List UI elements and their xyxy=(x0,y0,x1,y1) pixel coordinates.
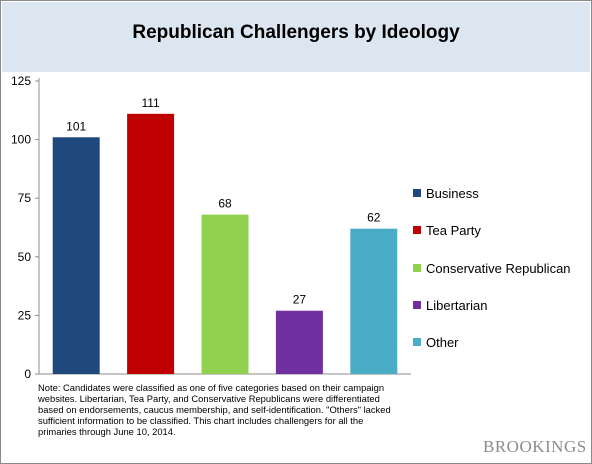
legend-label: Conservative Republican xyxy=(426,260,571,276)
bars xyxy=(52,113,398,374)
chart-note: Note: Candidates were classified as one … xyxy=(38,382,391,437)
legend-item-libertarian: Libertarian xyxy=(413,297,487,313)
legend-item-other: Other xyxy=(413,334,459,350)
legend-label: Business xyxy=(426,185,479,201)
y-tick-label: 0 xyxy=(24,367,31,381)
data-label: 68 xyxy=(218,197,232,211)
data-label: 101 xyxy=(66,119,86,133)
data-labels: 101 111 68 27 62 xyxy=(66,96,381,307)
legend-label: Libertarian xyxy=(426,297,488,313)
y-tick-label: 100 xyxy=(11,133,31,147)
bar-other xyxy=(350,228,398,374)
chart-title: Republican Challengers by Ideology xyxy=(132,22,460,43)
data-label: 27 xyxy=(293,293,307,307)
legend-swatch xyxy=(413,264,421,272)
y-tick-label: 75 xyxy=(18,191,32,205)
data-label: 62 xyxy=(367,211,381,225)
legend-label: Tea Party xyxy=(426,222,481,238)
legend-swatch xyxy=(413,226,421,234)
y-tick-label: 50 xyxy=(18,250,32,264)
bar-tea-party xyxy=(127,113,175,374)
legend-item-conservative-republican: Conservative Republican xyxy=(413,260,571,276)
y-tick-label: 25 xyxy=(18,308,32,322)
legend-swatch xyxy=(413,189,421,197)
bar-conservative-republican xyxy=(201,214,249,374)
legend-swatch xyxy=(413,338,421,346)
legend-swatch xyxy=(413,301,421,309)
bar-business xyxy=(52,137,100,374)
legend-label: Other xyxy=(426,334,459,350)
data-label: 111 xyxy=(141,96,160,110)
legend-item-business: Business xyxy=(413,185,479,201)
legend-item-tea-party: Tea Party xyxy=(413,222,481,238)
title-band: Republican Challengers by Ideology xyxy=(2,2,590,72)
brookings-logo: BROOKINGS xyxy=(483,437,587,456)
bar-libertarian xyxy=(275,310,323,374)
y-tick-label: 125 xyxy=(11,74,31,88)
y-ticks: 0 25 50 75 100 125 xyxy=(11,74,39,381)
